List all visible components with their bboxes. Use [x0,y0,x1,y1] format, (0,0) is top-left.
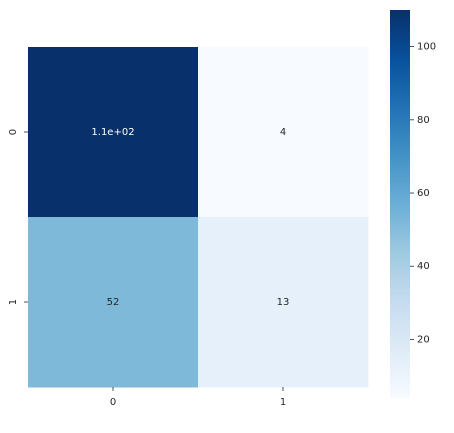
heatmap-cell [28,217,199,388]
cell-label: 13 [277,297,290,308]
x-tick-label: 1 [280,397,286,408]
colorbar-tick-label: 60 [417,188,430,199]
colorbar-tick-label: 100 [417,42,436,53]
heatmap-cell [28,47,199,218]
y-tick-label: 0 [8,129,19,135]
x-tick-label: 0 [110,397,116,408]
heatmap-cell [198,47,369,218]
heatmap-cell [198,217,369,388]
cell-label: 52 [107,297,120,308]
y-tick-label: 1 [8,299,19,305]
colorbar-tick-label: 40 [417,261,430,272]
colorbar [390,10,410,398]
cell-label: 4 [280,127,286,138]
colorbar-tick-label: 80 [417,115,430,126]
cell-label: 1.1e+02 [91,127,134,138]
colorbar-tick-label: 20 [417,334,430,345]
